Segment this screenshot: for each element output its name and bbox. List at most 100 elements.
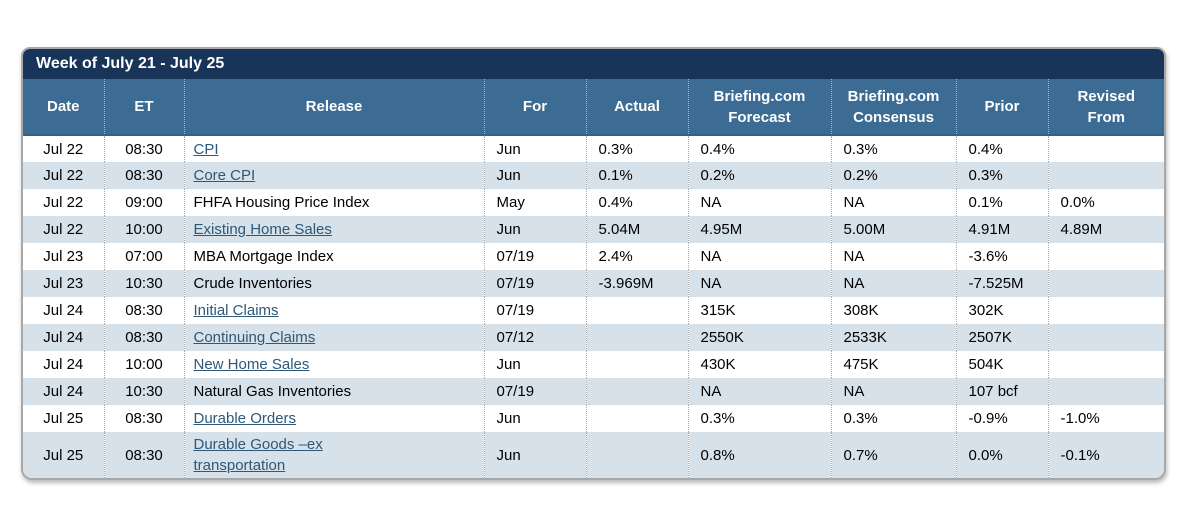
et-cell: 10:00 — [103, 216, 184, 243]
prior-cell: -0.9% — [955, 405, 1048, 432]
calendar-table-body: Jul 22 08:30 CPI Jun 0.3% 0.4% 0.3% 0.4%… — [23, 135, 1164, 478]
revised-cell: 4.89M — [1047, 216, 1164, 243]
date-cell: Jul 22 — [43, 140, 84, 158]
consensus-cell: 0.3% — [830, 405, 956, 432]
release-link[interactable]: CPI — [193, 140, 219, 158]
consensus-cell: NA — [830, 243, 956, 270]
for-cell: Jun — [483, 432, 586, 478]
revised-cell — [1047, 135, 1164, 162]
actual-cell: 5.04M — [585, 216, 688, 243]
release-link[interactable]: Core CPI — [193, 167, 256, 184]
economic-calendar-table: Date ET Release For Actual Briefing.com … — [23, 79, 1164, 478]
header-row: Date ET Release For Actual Briefing.com … — [23, 79, 1164, 136]
release-cell: CPI — [183, 135, 484, 162]
et-cell: 08:30 — [103, 297, 184, 324]
actual-cell: 0.3% — [585, 135, 688, 162]
prior-cell: -7.525M — [955, 270, 1048, 297]
et-cell: 08:30 — [103, 432, 184, 478]
consensus-cell: 308K — [830, 297, 956, 324]
release-cell: Natural Gas Inventories — [183, 378, 484, 405]
date-cell: Jul 22 — [43, 167, 84, 184]
date-cell: Jul 24 — [43, 329, 84, 346]
for-cell: 07/19 — [483, 297, 586, 324]
actual-cell: 2.4% — [585, 243, 688, 270]
week-title-bar: Week of July 21 - July 25 — [23, 49, 1164, 79]
table-row: Jul 22 10:00 Existing Home Sales Jun 5.0… — [23, 216, 1164, 243]
revised-cell — [1047, 351, 1164, 378]
et-cell: 08:30 — [103, 405, 184, 432]
forecast-cell: 315K — [687, 297, 831, 324]
table-row: Jul 24 08:30 Initial Claims 07/19 315K 3… — [23, 297, 1164, 324]
et-cell: 07:00 — [103, 243, 184, 270]
date-cell: Jul 23 — [43, 275, 84, 292]
actual-cell — [585, 432, 688, 478]
forecast-cell: NA — [687, 189, 831, 216]
column-header-for: For — [483, 79, 586, 136]
actual-cell — [585, 351, 688, 378]
revised-cell — [1047, 243, 1164, 270]
prior-cell: 0.1% — [955, 189, 1048, 216]
table-row: Jul 22 08:30 Core CPI Jun 0.1% 0.2% 0.2%… — [23, 162, 1164, 189]
consensus-cell: 2533K — [830, 324, 956, 351]
prior-cell: -3.6% — [955, 243, 1048, 270]
revised-cell: -0.1% — [1047, 432, 1164, 478]
column-header-revised: Revised From — [1047, 79, 1164, 136]
table-row: Jul 23 07:00 MBA Mortgage Index 07/19 2.… — [23, 243, 1164, 270]
release-link[interactable]: Existing Home Sales — [193, 221, 332, 238]
release-label: FHFA Housing Price Index — [193, 194, 370, 211]
release-cell: Core CPI — [183, 162, 484, 189]
et-cell: 10:30 — [103, 270, 184, 297]
week-title: Week of July 21 - July 25 — [36, 55, 225, 72]
forecast-cell: 430K — [687, 351, 831, 378]
release-cell: Durable Goods –ex transportation — [183, 432, 484, 478]
et-cell: 10:00 — [103, 351, 184, 378]
forecast-cell: 0.8% — [687, 432, 831, 478]
prior-cell: 0.0% — [955, 432, 1048, 478]
column-header-prior: Prior — [955, 79, 1048, 136]
prior-cell: 504K — [955, 351, 1048, 378]
revised-cell — [1047, 324, 1164, 351]
for-cell: Jun — [483, 405, 586, 432]
et-cell: 08:30 — [103, 135, 184, 162]
date-cell: Jul 24 — [43, 302, 84, 319]
release-link[interactable]: Continuing Claims — [193, 329, 316, 346]
date-cell: Jul 25 — [43, 446, 84, 464]
table-row: Jul 23 10:30 Crude Inventories 07/19 -3.… — [23, 270, 1164, 297]
prior-cell: 302K — [955, 297, 1048, 324]
for-cell: May — [483, 189, 586, 216]
revised-cell — [1047, 270, 1164, 297]
actual-cell — [585, 378, 688, 405]
et-cell: 09:00 — [103, 189, 184, 216]
forecast-cell: 4.95M — [687, 216, 831, 243]
column-header-consensus: Briefing.com Consensus — [830, 79, 956, 136]
release-cell: Continuing Claims — [183, 324, 484, 351]
column-header-actual: Actual — [585, 79, 688, 136]
column-header-et: ET — [103, 79, 184, 136]
et-cell: 08:30 — [103, 162, 184, 189]
table-row: Jul 22 08:30 CPI Jun 0.3% 0.4% 0.3% 0.4% — [23, 135, 1164, 162]
prior-cell: 0.4% — [955, 135, 1048, 162]
column-header-date: Date — [23, 79, 104, 136]
release-cell: FHFA Housing Price Index — [183, 189, 484, 216]
forecast-cell: 2550K — [687, 324, 831, 351]
column-header-forecast: Briefing.com Forecast — [687, 79, 831, 136]
release-link[interactable]: Durable Goods –ex transportation — [193, 436, 323, 474]
release-link[interactable]: New Home Sales — [193, 356, 310, 373]
for-cell: Jun — [483, 162, 586, 189]
release-cell: Crude Inventories — [183, 270, 484, 297]
table-row: Jul 25 08:30 Durable Goods –ex transport… — [23, 432, 1164, 478]
release-cell: Initial Claims — [183, 297, 484, 324]
date-cell: Jul 22 — [43, 194, 84, 211]
actual-cell: -3.969M — [585, 270, 688, 297]
release-label: Natural Gas Inventories — [193, 383, 352, 400]
revised-cell: 0.0% — [1047, 189, 1164, 216]
release-link[interactable]: Initial Claims — [193, 302, 279, 319]
for-cell: 07/12 — [483, 324, 586, 351]
forecast-cell: 0.2% — [687, 162, 831, 189]
release-link[interactable]: Durable Orders — [193, 410, 297, 427]
release-cell: MBA Mortgage Index — [183, 243, 484, 270]
table-row: Jul 24 10:00 New Home Sales Jun 430K 475… — [23, 351, 1164, 378]
table-row: Jul 25 08:30 Durable Orders Jun 0.3% 0.3… — [23, 405, 1164, 432]
forecast-cell: NA — [687, 243, 831, 270]
table-row: Jul 22 09:00 FHFA Housing Price Index Ma… — [23, 189, 1164, 216]
